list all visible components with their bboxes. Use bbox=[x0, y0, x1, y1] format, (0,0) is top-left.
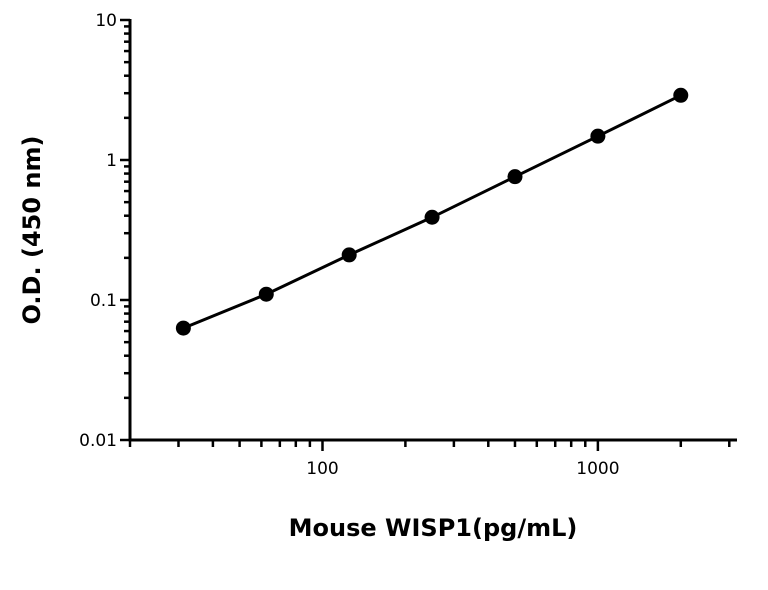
x-axis-title: Mouse WISP1(pg/mL) bbox=[289, 514, 578, 542]
data-point bbox=[258, 286, 274, 302]
y-tick-label: 0.1 bbox=[90, 291, 117, 311]
y-axis-title: O.D. (450 nm) bbox=[18, 136, 46, 325]
data-point bbox=[590, 128, 606, 144]
data-point bbox=[341, 247, 357, 263]
y-tick-label: 1 bbox=[106, 151, 117, 171]
x-tick-label: 1000 bbox=[576, 459, 619, 479]
y-tick-label: 0.01 bbox=[79, 431, 117, 451]
y-tick-label: 10 bbox=[95, 11, 117, 31]
data-point bbox=[175, 320, 191, 336]
x-tick-label: 100 bbox=[306, 459, 338, 479]
data-point bbox=[507, 169, 523, 185]
data-point bbox=[424, 209, 440, 225]
data-point bbox=[673, 87, 689, 103]
